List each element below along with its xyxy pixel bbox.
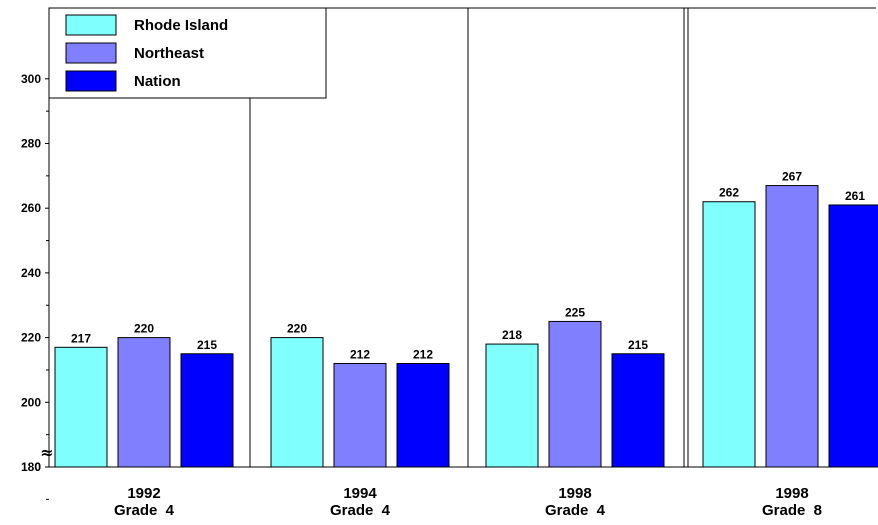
data-label-nation: 212 (413, 347, 433, 361)
data-label-rhode-island: 218 (502, 328, 522, 342)
y-tick-label: 240 (21, 266, 41, 280)
bars (54, 185, 878, 468)
data-label-northeast: 220 (134, 322, 154, 336)
legend-label-nation: Nation (134, 73, 181, 90)
legend-swatch-rhode-island (65, 14, 117, 36)
category-year-label: 1998 (775, 485, 808, 502)
bar-northeast (117, 337, 171, 468)
data-label-northeast: 267 (782, 170, 802, 184)
y-tick-label: 200 (21, 395, 41, 409)
bar-nation (611, 353, 665, 468)
group-dividers (249, 8, 689, 467)
y-tick-label: 0 (34, 460, 41, 474)
axis-break-symbol: ≈ (40, 443, 53, 462)
data-label-nation: 261 (845, 189, 865, 203)
bar-rhode-island (485, 343, 539, 468)
bar-rhode-island (702, 201, 756, 468)
bar-nation (396, 362, 450, 468)
category-grade-label: Grade 4 (330, 502, 391, 519)
bar-nation (180, 353, 234, 468)
bar-nation (828, 204, 878, 468)
data-label-rhode-island: 217 (71, 331, 91, 345)
legend-swatch-nation (65, 70, 117, 92)
data-label-nation: 215 (197, 338, 217, 352)
legend-label-rhode-island: Rhode Island (134, 17, 228, 34)
bar-rhode-island (270, 337, 324, 468)
category-year-label: 1994 (343, 485, 377, 502)
y-tick-label: 180 (21, 460, 41, 474)
legend-label-northeast: Northeast (134, 45, 204, 62)
data-label-northeast: 212 (350, 347, 370, 361)
data-label-nation: 215 (628, 338, 648, 352)
y-tick-label: 260 (21, 201, 41, 215)
category-year-label: 1992 (127, 485, 160, 502)
bar-northeast (333, 362, 387, 468)
category-grade-label: Grade 4 (114, 502, 175, 519)
category-grade-label: Grade 4 (545, 502, 606, 519)
category-year-label: 1998 (558, 485, 591, 502)
bar-northeast (765, 185, 819, 468)
bar-rhode-island (54, 346, 108, 468)
data-label-rhode-island: 262 (719, 186, 739, 200)
data-label-northeast: 225 (565, 305, 585, 319)
y-tick-label: 220 (21, 331, 41, 345)
legend-swatch-northeast (65, 42, 117, 64)
category-grade-label: Grade 8 (762, 502, 822, 519)
y-tick-label: 280 (21, 137, 41, 151)
bar-northeast (548, 320, 602, 468)
data-labels: 217 220 215 220 212 212 218 225 215 262 267 261 (71, 170, 865, 362)
data-label-rhode-island: 220 (287, 322, 307, 336)
y-tick-label: 300 (21, 72, 41, 86)
legend: Rhode Island Northeast Nation (48, 7, 327, 99)
